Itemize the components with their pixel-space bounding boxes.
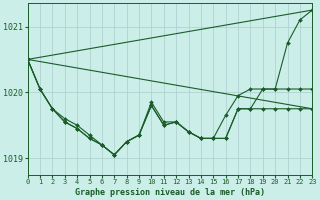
X-axis label: Graphe pression niveau de la mer (hPa): Graphe pression niveau de la mer (hPa) — [75, 188, 265, 197]
